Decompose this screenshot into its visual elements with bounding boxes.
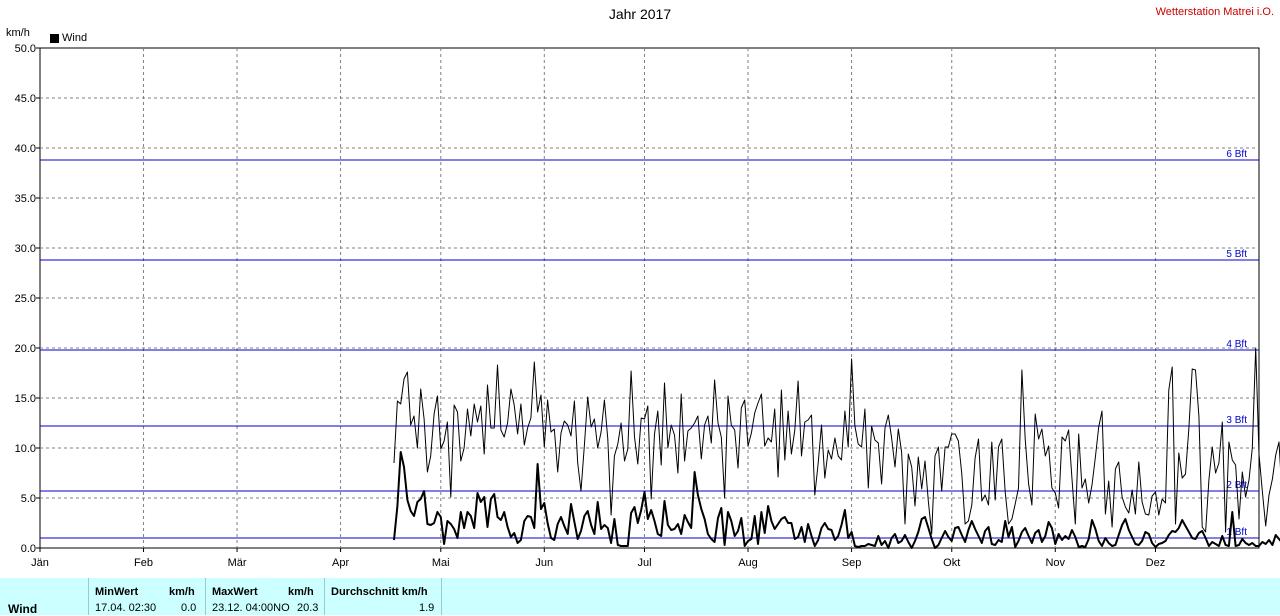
y-tick-label: 15.0 bbox=[15, 393, 36, 405]
x-tick-label: Jän bbox=[31, 557, 49, 569]
y-tick-label: 45.0 bbox=[15, 93, 36, 105]
stats-rowlabel-cell: Wind bbox=[0, 578, 89, 616]
beaufort-label: 6 Bft bbox=[1226, 149, 1247, 160]
y-tick-label: 30.0 bbox=[15, 243, 36, 255]
y-tick-label: 40.0 bbox=[15, 143, 36, 155]
chart-title: Jahr 2017 bbox=[608, 6, 672, 22]
beaufort-label: 3 Bft bbox=[1226, 415, 1247, 426]
series-line-wind-max bbox=[393, 347, 1280, 535]
x-tick-label: Mär bbox=[228, 557, 247, 569]
series bbox=[393, 347, 1280, 549]
stats-max-cell: MaxWert km/h 23.12. 04:00NO 20.3 bbox=[206, 578, 325, 615]
x-tick-label: Aug bbox=[738, 557, 758, 569]
beaufort-label: 4 Bft bbox=[1226, 339, 1247, 350]
legend-label: Wind bbox=[62, 32, 88, 44]
max-time: 23.12. 04:00NO bbox=[212, 602, 290, 614]
x-tick-label: Mai bbox=[432, 557, 450, 569]
series-line-wind bbox=[393, 451, 1280, 549]
grid bbox=[40, 48, 1259, 548]
y-axis-unit: km/h bbox=[6, 27, 30, 39]
x-tick-label: Feb bbox=[134, 557, 153, 569]
x-tick-label: Nov bbox=[1045, 557, 1065, 569]
y-tick-label: 5.0 bbox=[21, 493, 36, 505]
max-unit: km/h bbox=[288, 586, 314, 598]
legend: Wind bbox=[50, 32, 87, 44]
legend-swatch-icon bbox=[50, 33, 59, 43]
min-header: MinWert bbox=[95, 586, 139, 598]
y-tick-label: 50.0 bbox=[15, 43, 36, 55]
max-header: MaxWert bbox=[212, 586, 258, 598]
x-tick-label: Jul bbox=[637, 557, 651, 569]
y-tick-label: 0.0 bbox=[21, 543, 36, 555]
stats-min-cell: MinWert km/h 17.04. 02:30 0.0 bbox=[89, 578, 206, 615]
avg-value: 1.9 bbox=[419, 602, 435, 614]
stats-table: Wind MinWert km/h 17.04. 02:30 0.0 MaxWe… bbox=[0, 578, 1280, 616]
beaufort-label: 5 Bft bbox=[1226, 249, 1247, 260]
stats-row-label: Wind bbox=[8, 602, 38, 616]
x-tick-label: Dez bbox=[1146, 557, 1166, 569]
y-tick-label: 20.0 bbox=[15, 343, 36, 355]
min-time: 17.04. 02:30 bbox=[95, 602, 157, 614]
min-value: 0.0 bbox=[181, 602, 197, 614]
station-name: Wetterstation Matrei i.O. bbox=[1155, 6, 1274, 18]
x-tick-label: Apr bbox=[332, 557, 349, 569]
y-tick-label: 10.0 bbox=[15, 443, 36, 455]
min-unit: km/h bbox=[169, 586, 195, 598]
y-axis-ticks: 0.0 5.0 10.0 15.0 20.0 25.0 30.0 35.0 40.0 45.0 50… bbox=[15, 43, 40, 555]
max-value: 20.3 bbox=[297, 602, 319, 614]
y-tick-label: 25.0 bbox=[15, 293, 36, 305]
x-tick-label: Okt bbox=[943, 557, 960, 569]
x-axis-ticks: Jän Feb Mär Apr Mai Jun Jul Aug Sep Okt Nov Dez bbox=[31, 548, 1165, 569]
x-tick-label: Jun bbox=[535, 557, 553, 569]
avg-header: Durchschnitt km/h bbox=[331, 586, 428, 598]
x-tick-label: Sep bbox=[842, 557, 862, 569]
y-tick-label: 35.0 bbox=[15, 193, 36, 205]
stats-avg-cell: Durchschnitt km/h 1.9 bbox=[325, 578, 442, 615]
beaufort-label: 1 Bft bbox=[1226, 527, 1247, 538]
